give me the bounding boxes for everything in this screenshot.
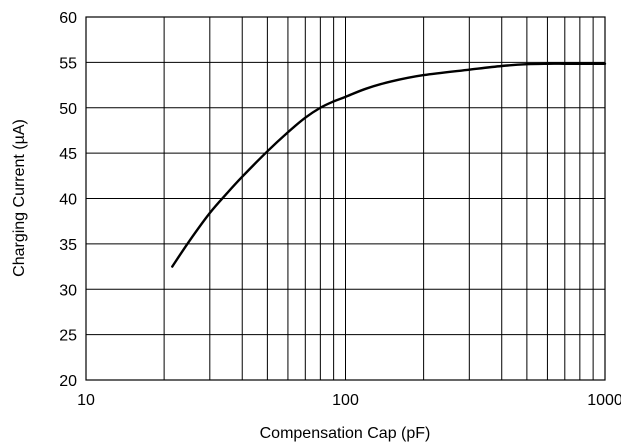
- y-tick-label: 20: [59, 373, 77, 390]
- x-tick-label: 100: [332, 392, 359, 409]
- y-tick-labels: 20 25 30 35 40 45 50 55 60: [59, 10, 77, 390]
- plot-frame: [85, 16, 606, 381]
- y-tick-label: 25: [59, 328, 77, 345]
- y-tick-label: 40: [59, 192, 77, 209]
- y-tick-label: 45: [59, 146, 77, 163]
- y-tick-label: 35: [59, 237, 77, 254]
- series-group: [171, 62, 607, 268]
- y-tick-label: 55: [59, 55, 77, 72]
- y-tick-label: 60: [59, 10, 77, 27]
- grid: [86, 16, 605, 381]
- x-tick-label: 10: [77, 392, 95, 409]
- y-axis-title: Charging Current (µA): [11, 119, 28, 277]
- y-tick-label: 30: [59, 282, 77, 299]
- x-tick-labels: 10 100 1000: [77, 392, 621, 409]
- series-line: [171, 62, 607, 268]
- y-tick-label: 50: [59, 101, 77, 118]
- x-tick-label: 1000: [587, 392, 621, 409]
- x-axis-title: Compensation Cap (pF): [260, 425, 431, 442]
